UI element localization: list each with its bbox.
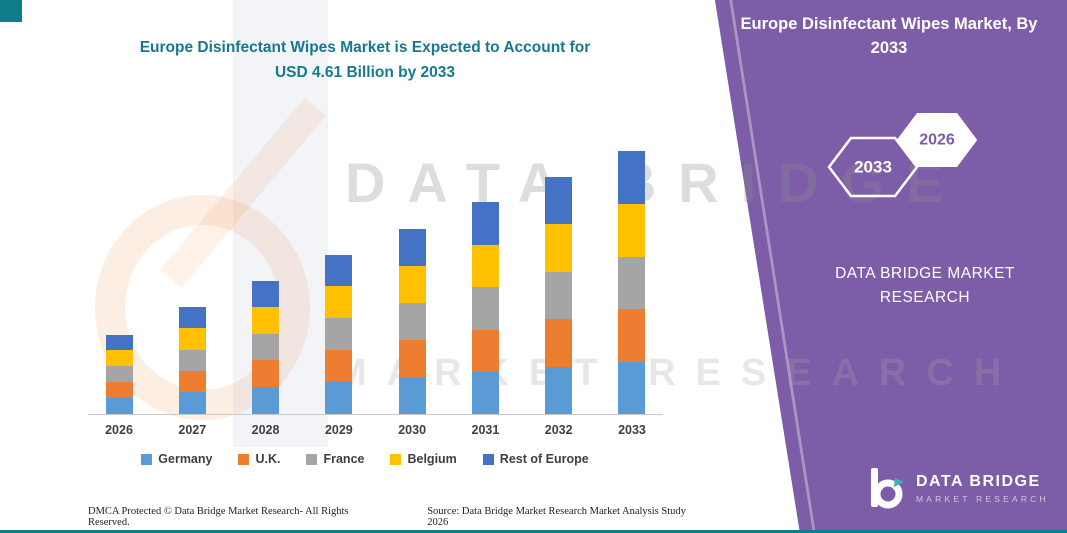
segment-france-2031 xyxy=(471,287,499,330)
segment-rest-of-europe-2029 xyxy=(325,254,353,287)
source-note: Source: Data Bridge Market Research Mark… xyxy=(427,506,686,528)
legend-item-france: France xyxy=(306,452,364,466)
legend-swatch-germany xyxy=(141,453,153,465)
segment-rest-of-europe-2033 xyxy=(618,151,646,204)
legend-swatch-france xyxy=(306,453,318,465)
segment-belgium-2026 xyxy=(105,350,133,366)
stacked-bar-chart: 2026 2027 2028 2029 2030 2031 2032 2033 xyxy=(88,130,663,437)
segment-u-k-2030 xyxy=(398,339,426,377)
segment-france-2029 xyxy=(325,318,353,351)
year-badges: 2033 2026 xyxy=(825,103,985,208)
segment-belgium-2031 xyxy=(471,244,499,288)
legend-label-rest-of-europe: Rest of Europe xyxy=(499,452,589,466)
legend-item-u-k: U.K. xyxy=(238,452,280,466)
x-label-2028: 2028 xyxy=(251,423,280,437)
segment-germany-2026 xyxy=(105,398,133,414)
segment-u-k-2028 xyxy=(252,360,280,388)
segment-belgium-2030 xyxy=(398,265,426,303)
bar-2026 xyxy=(102,334,136,414)
x-label-2026: 2026 xyxy=(105,423,133,437)
segment-rest-of-europe-2027 xyxy=(178,306,206,328)
chart-xaxis: 2026 2027 2028 2029 2030 2031 2032 2033 xyxy=(88,423,663,437)
badge-2033-label: 2033 xyxy=(854,158,892,177)
legend-label-belgium: Belgium xyxy=(407,452,457,466)
legend-item-belgium: Belgium xyxy=(390,452,457,466)
segment-u-k-2033 xyxy=(618,309,646,362)
hexagon-badges-graphic: 2033 2026 xyxy=(827,113,978,198)
x-label-2031: 2031 xyxy=(471,423,500,437)
segment-france-2033 xyxy=(618,256,646,310)
logo-text: DATA BRIDGE MARKET RESEARCH xyxy=(916,473,1049,504)
teal-bottom-rule xyxy=(0,530,1067,533)
segment-belgium-2028 xyxy=(252,306,280,334)
segment-u-k-2031 xyxy=(471,329,499,372)
dmca-notice: DMCA Protected © Data Bridge Market Rese… xyxy=(88,506,349,528)
bar-2028 xyxy=(249,281,283,414)
logo-subtitle: MARKET RESEARCH xyxy=(916,493,1049,504)
legend-item-rest-of-europe: Rest of Europe xyxy=(482,452,589,466)
segment-belgium-2033 xyxy=(618,203,646,257)
segment-u-k-2032 xyxy=(545,319,573,367)
x-label-2033: 2033 xyxy=(618,423,646,437)
chart-title: Europe Disinfectant Wipes Market is Expe… xyxy=(60,36,670,86)
segment-u-k-2029 xyxy=(325,350,353,383)
bar-2033 xyxy=(615,151,649,414)
badge-2026-label: 2026 xyxy=(919,132,955,149)
segment-germany-2028 xyxy=(252,387,280,414)
segment-france-2026 xyxy=(105,366,133,382)
data-bridge-logo-icon xyxy=(871,468,904,509)
bar-2027 xyxy=(175,306,209,414)
legend-label-u-k: U.K. xyxy=(255,452,281,466)
segment-u-k-2026 xyxy=(105,382,133,398)
segment-rest-of-europe-2026 xyxy=(105,334,133,350)
teal-corner-accent xyxy=(0,0,22,22)
segment-germany-2033 xyxy=(618,361,646,414)
panel-title: Europe Disinfectant Wipes Market, By 203… xyxy=(740,15,1038,57)
legend-swatch-rest-of-europe xyxy=(482,453,494,465)
segment-germany-2027 xyxy=(178,392,206,414)
x-label-2027: 2027 xyxy=(178,423,207,437)
segment-rest-of-europe-2031 xyxy=(471,202,499,245)
segment-germany-2032 xyxy=(545,366,573,414)
bar-2032 xyxy=(542,176,576,414)
legend-item-germany: Germany xyxy=(141,452,212,466)
segment-germany-2029 xyxy=(325,382,353,414)
segment-belgium-2027 xyxy=(178,327,206,350)
segment-france-2027 xyxy=(178,349,206,372)
chart-title-line2: USD 4.61 Billion by 2033 xyxy=(274,63,456,81)
bar-2030 xyxy=(395,228,429,414)
segment-rest-of-europe-2028 xyxy=(252,281,280,307)
hexagon-2026 xyxy=(896,113,978,167)
x-label-2032: 2032 xyxy=(544,423,573,437)
chart-title-line1: Europe Disinfectant Wipes Market is Expe… xyxy=(139,39,591,56)
footer: DMCA Protected © Data Bridge Market Rese… xyxy=(88,506,708,528)
segment-u-k-2027 xyxy=(178,371,206,393)
chart-plot xyxy=(88,130,663,415)
logo-title: DATA BRIDGE xyxy=(916,472,1041,490)
segment-rest-of-europe-2032 xyxy=(545,176,573,225)
segment-belgium-2032 xyxy=(545,224,573,273)
legend-swatch-belgium xyxy=(390,453,402,465)
segment-rest-of-europe-2030 xyxy=(398,228,426,266)
legend-label-france: France xyxy=(323,452,365,466)
bar-2029 xyxy=(322,254,356,414)
x-label-2029: 2029 xyxy=(324,423,353,437)
segment-germany-2031 xyxy=(471,371,499,414)
bar-2031 xyxy=(468,202,502,414)
segment-france-2030 xyxy=(398,302,426,340)
company-logo: DATA BRIDGE MARKET RESEARCH xyxy=(866,466,1049,510)
segment-france-2032 xyxy=(545,272,573,320)
segment-france-2028 xyxy=(252,333,280,361)
brand-name: DATA BRIDGE MARKET RESEARCH xyxy=(835,265,1015,307)
segment-belgium-2029 xyxy=(325,286,353,319)
chart-legend: Germany U.K. France Belgium Rest of Europe xyxy=(60,452,670,466)
legend-swatch-u-k xyxy=(238,453,250,465)
segment-germany-2030 xyxy=(398,376,426,414)
legend-label-germany: Germany xyxy=(158,452,213,466)
x-label-2030: 2030 xyxy=(398,423,427,437)
